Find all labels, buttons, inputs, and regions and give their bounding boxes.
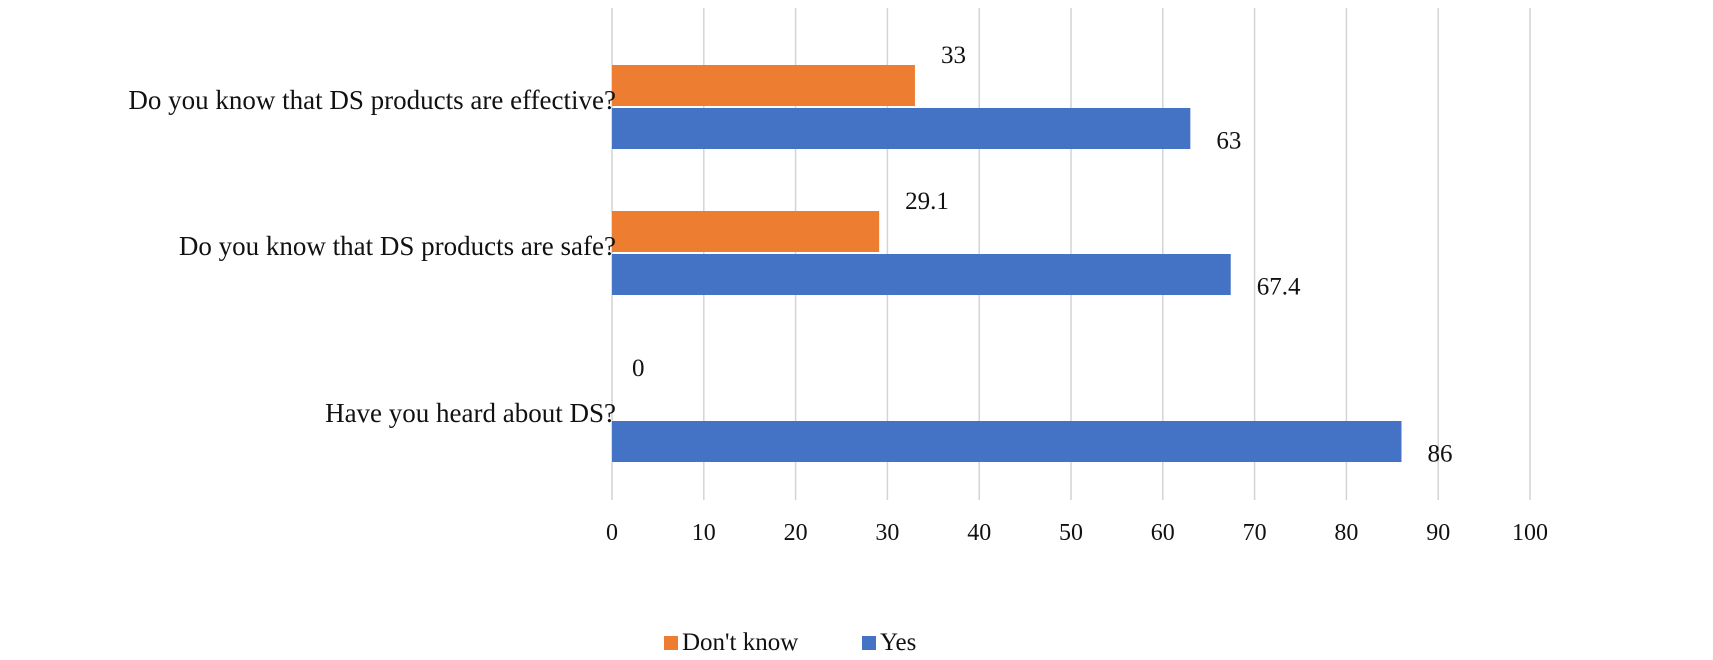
category-label: Have you heard about DS?: [325, 398, 616, 428]
bar-don-t-know-1: [612, 211, 880, 252]
category-labels: Do you know that DS products are effecti…: [128, 85, 616, 428]
bar-yes-2: [612, 421, 1402, 462]
x-tick-label: 60: [1151, 520, 1175, 546]
legend-swatch: [862, 636, 876, 650]
bar-don-t-know-0: [612, 65, 915, 106]
bars: [612, 65, 1402, 462]
data-label: 63: [1216, 128, 1241, 155]
data-label: 0: [632, 355, 645, 382]
x-tick-label: 90: [1426, 520, 1450, 546]
x-axis-tick-labels: 0 10 20 30 40 50 60 70 80 90 100: [606, 520, 1548, 546]
x-tick-label: 0: [606, 520, 618, 546]
x-tick-label: 30: [875, 520, 899, 546]
legend-label: Yes: [880, 629, 916, 656]
category-label: Do you know that DS products are safe?: [179, 231, 616, 261]
x-tick-label: 70: [1243, 520, 1267, 546]
data-labels: 33 63 29.1 67.4 0 86: [632, 42, 1452, 468]
x-tick-label: 100: [1512, 520, 1548, 546]
x-tick-label: 10: [692, 520, 716, 546]
x-tick-label: 50: [1059, 520, 1083, 546]
legend-swatch: [664, 636, 678, 650]
x-tick-label: 80: [1334, 520, 1358, 546]
bar-yes-0: [612, 108, 1191, 149]
data-label: 33: [941, 42, 966, 69]
x-tick-label: 40: [967, 520, 991, 546]
bar-yes-1: [612, 254, 1231, 295]
data-label: 86: [1427, 441, 1452, 468]
x-tick-label: 20: [784, 520, 808, 546]
data-label: 29.1: [905, 188, 949, 215]
category-label: Do you know that DS products are effecti…: [128, 85, 616, 115]
legend-label: Don't know: [682, 629, 798, 656]
legend: Don't know Yes: [664, 629, 916, 656]
data-label: 67.4: [1257, 274, 1301, 301]
